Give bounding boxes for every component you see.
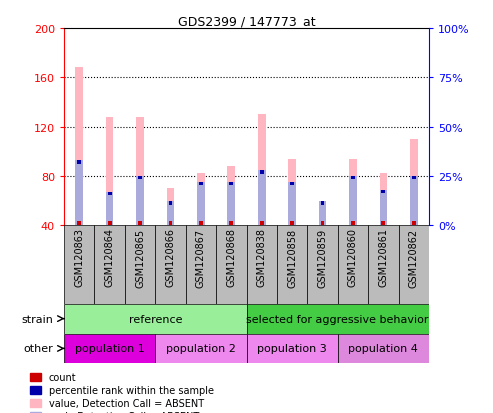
- Text: strain: strain: [22, 314, 53, 324]
- Bar: [95, 225, 125, 304]
- Text: GSM120867: GSM120867: [196, 228, 206, 287]
- Bar: [320, 222, 324, 225]
- Text: GSM120838: GSM120838: [257, 228, 267, 287]
- Text: GSM120858: GSM120858: [287, 228, 297, 287]
- Bar: [199, 182, 203, 186]
- Bar: [167, 202, 175, 225]
- Bar: [136, 117, 144, 225]
- Text: GSM120859: GSM120859: [317, 228, 327, 287]
- Bar: [169, 202, 173, 206]
- Bar: [227, 182, 235, 225]
- Bar: [277, 225, 307, 304]
- Bar: [186, 225, 216, 304]
- Bar: [260, 222, 264, 225]
- Text: population 1: population 1: [75, 344, 144, 354]
- Bar: [138, 222, 142, 225]
- Bar: [368, 225, 398, 304]
- Bar: [290, 182, 294, 186]
- Bar: [412, 176, 416, 180]
- Bar: [290, 222, 294, 225]
- Bar: [246, 225, 277, 304]
- Legend: count, percentile rank within the sample, value, Detection Call = ABSENT, rank, : count, percentile rank within the sample…: [30, 373, 214, 413]
- Bar: [155, 225, 186, 304]
- Bar: [136, 176, 144, 225]
- Bar: [382, 190, 385, 194]
- Text: population 3: population 3: [257, 344, 327, 354]
- Text: reference: reference: [129, 314, 182, 324]
- Bar: [288, 159, 296, 225]
- Text: GSM120868: GSM120868: [226, 228, 236, 287]
- Text: GSM120865: GSM120865: [135, 228, 145, 287]
- Bar: [199, 222, 203, 225]
- Bar: [64, 334, 155, 363]
- Bar: [64, 304, 246, 334]
- Bar: [260, 171, 264, 174]
- Bar: [75, 161, 83, 225]
- Text: other: other: [24, 344, 53, 354]
- Bar: [216, 225, 246, 304]
- Bar: [412, 222, 416, 225]
- Bar: [125, 225, 155, 304]
- Bar: [77, 161, 81, 164]
- Bar: [320, 202, 324, 206]
- Bar: [155, 334, 246, 363]
- Bar: [229, 222, 233, 225]
- Text: GSM120866: GSM120866: [166, 228, 176, 287]
- Bar: [338, 225, 368, 304]
- Bar: [229, 182, 233, 186]
- Text: GSM120863: GSM120863: [74, 228, 84, 287]
- Text: population 4: population 4: [349, 344, 418, 354]
- Text: GSM120861: GSM120861: [378, 228, 388, 287]
- Bar: [64, 225, 95, 304]
- Bar: [351, 222, 355, 225]
- Bar: [380, 174, 387, 225]
- Bar: [246, 304, 429, 334]
- Bar: [307, 225, 338, 304]
- Bar: [380, 190, 387, 225]
- Bar: [318, 202, 326, 225]
- Bar: [410, 140, 418, 225]
- Bar: [349, 159, 357, 225]
- Bar: [77, 222, 81, 225]
- Bar: [398, 225, 429, 304]
- Bar: [106, 192, 113, 225]
- Bar: [108, 192, 111, 196]
- Bar: [106, 117, 113, 225]
- Text: GSM120862: GSM120862: [409, 228, 419, 287]
- Bar: [108, 222, 111, 225]
- Bar: [197, 182, 205, 225]
- Text: GSM120864: GSM120864: [105, 228, 115, 287]
- Bar: [169, 222, 173, 225]
- Bar: [138, 176, 142, 180]
- Bar: [167, 189, 175, 225]
- Bar: [258, 115, 266, 225]
- Bar: [351, 176, 355, 180]
- Bar: [246, 334, 338, 363]
- Bar: [75, 68, 83, 225]
- Title: GDS2399 / 147773_at: GDS2399 / 147773_at: [177, 15, 316, 28]
- Bar: [338, 334, 429, 363]
- Bar: [382, 222, 385, 225]
- Bar: [197, 174, 205, 225]
- Bar: [258, 171, 266, 225]
- Text: GSM120860: GSM120860: [348, 228, 358, 287]
- Bar: [288, 182, 296, 225]
- Bar: [410, 176, 418, 225]
- Text: selected for aggressive behavior: selected for aggressive behavior: [246, 314, 429, 324]
- Bar: [349, 176, 357, 225]
- Bar: [318, 213, 326, 225]
- Text: population 2: population 2: [166, 344, 236, 354]
- Bar: [227, 166, 235, 225]
